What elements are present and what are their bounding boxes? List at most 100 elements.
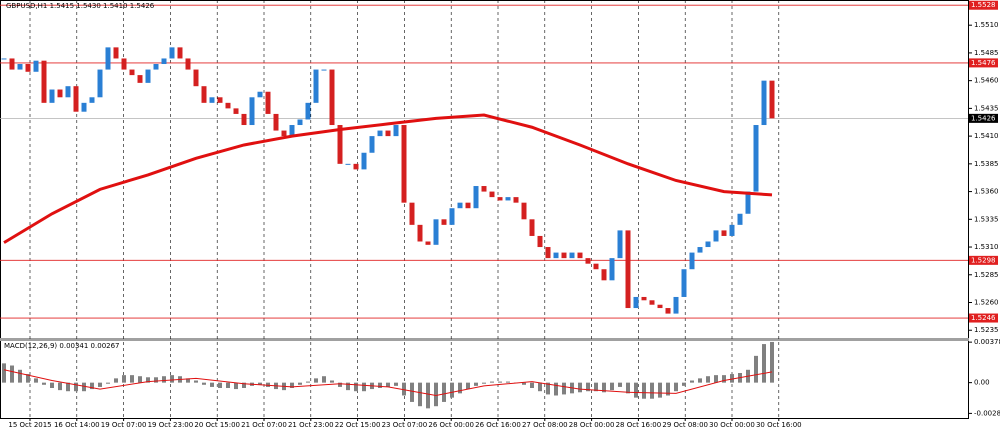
macd-bar — [322, 376, 326, 383]
macd-bar — [610, 382, 614, 391]
plot-frame — [0, 0, 969, 419]
candle — [345, 163, 351, 165]
macd-bar — [314, 378, 318, 383]
candle — [313, 69, 319, 103]
candle — [89, 97, 95, 103]
candle — [521, 202, 527, 220]
candle — [337, 125, 343, 164]
macd-bar — [66, 382, 70, 392]
macd-bar — [618, 382, 622, 387]
macd-bar — [498, 381, 502, 383]
macd-bar — [394, 382, 398, 386]
candle — [233, 108, 239, 114]
candle — [721, 230, 727, 236]
candle — [689, 252, 695, 270]
candle — [713, 230, 719, 242]
candle — [249, 97, 255, 126]
candle — [153, 64, 159, 70]
signal-line — [3, 369, 773, 397]
macd-bar — [338, 382, 342, 387]
macd-bar — [578, 382, 582, 393]
candle — [321, 69, 327, 71]
candle — [489, 191, 495, 198]
macd-bar — [426, 382, 430, 409]
level-label: 1.5298 — [971, 256, 996, 264]
macd-bar — [378, 382, 382, 388]
macd-bar — [586, 382, 590, 392]
x-tick-label: 28 Oct 16:00 — [616, 421, 662, 429]
macd-bar — [722, 375, 726, 383]
candle — [745, 191, 751, 214]
candle — [553, 252, 559, 259]
candle — [697, 247, 703, 253]
macd-bar — [506, 381, 510, 383]
macd-bar — [18, 369, 22, 383]
macd-bar — [562, 382, 566, 395]
macd-bar — [202, 382, 206, 385]
macd-bar — [226, 382, 230, 388]
candle — [465, 202, 471, 209]
x-tick-label: 22 Oct 15:00 — [335, 421, 381, 429]
macd-bar — [682, 382, 686, 386]
candle — [457, 202, 463, 209]
x-tick-label: 30 Oct 16:00 — [756, 421, 802, 429]
candle — [177, 47, 183, 59]
candle — [217, 97, 223, 103]
macd-bar — [386, 382, 390, 387]
macd-bar — [2, 363, 6, 383]
y-tick-label: 1.5260 — [974, 299, 999, 307]
candle — [449, 208, 455, 225]
macd-bar — [130, 375, 134, 383]
moving-average — [3, 113, 773, 244]
level-label-box — [969, 313, 998, 323]
panel-separator — [0, 338, 969, 341]
candle — [633, 296, 639, 309]
candle — [241, 113, 247, 126]
current-price-box — [969, 113, 998, 123]
macd-bar — [626, 382, 630, 394]
candle — [281, 130, 287, 137]
y-tick-label: 1.5485 — [974, 49, 999, 57]
candle — [649, 300, 655, 305]
candle — [569, 252, 575, 259]
macd-bar — [546, 382, 550, 395]
macd-bar — [690, 380, 694, 383]
x-tick-label: 27 Oct 08:00 — [522, 421, 568, 429]
candle — [513, 197, 519, 203]
macd-bar — [490, 381, 494, 383]
macd-bar — [554, 382, 558, 396]
y-tick-label: 0.00 — [974, 379, 990, 387]
candle — [665, 308, 671, 314]
macd-bar — [194, 380, 198, 383]
y-tick-label: 1.5285 — [974, 271, 999, 279]
macd-bar — [82, 382, 86, 392]
macd-bar — [266, 382, 270, 387]
macd-bar — [658, 382, 662, 398]
macd-bar — [218, 382, 222, 388]
candle — [473, 186, 479, 209]
macd-bar — [42, 382, 46, 385]
macd-bar — [354, 382, 358, 392]
macd-bar — [706, 376, 710, 383]
y-tick-label: 1.5310 — [974, 243, 999, 251]
candle — [41, 60, 47, 103]
macd-bar — [34, 378, 38, 383]
candle — [169, 47, 175, 59]
macd-bar — [138, 376, 142, 383]
candle — [225, 102, 231, 109]
macd-bar — [114, 378, 118, 383]
candle — [113, 47, 119, 59]
x-tick-label: 23 Oct 07:00 — [382, 421, 428, 429]
macd-bar — [402, 382, 406, 396]
candle — [601, 269, 607, 281]
candle — [57, 89, 63, 98]
level-label: 1.5476 — [971, 59, 996, 67]
candle — [185, 58, 191, 70]
candle — [673, 296, 679, 314]
candle — [593, 263, 599, 270]
macd-bar — [242, 382, 246, 388]
x-tick-label: 26 Oct 16:00 — [475, 421, 521, 429]
candle — [761, 80, 767, 126]
macd-bar — [234, 382, 238, 390]
candle — [585, 258, 591, 264]
